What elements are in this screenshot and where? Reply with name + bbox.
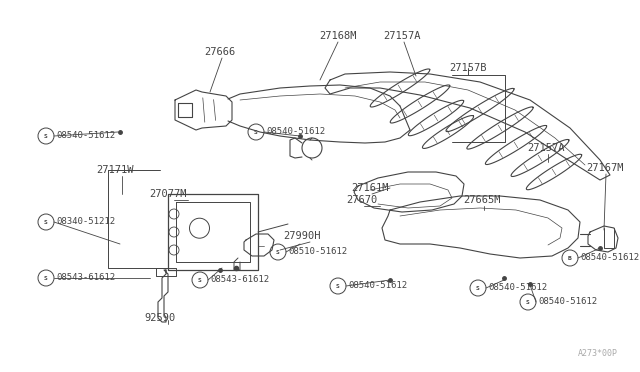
Text: S: S [44, 219, 48, 224]
Text: A273*00P: A273*00P [578, 349, 618, 358]
Text: S: S [44, 134, 48, 138]
Text: S: S [526, 299, 530, 305]
Text: 27157A: 27157A [527, 143, 564, 153]
Text: 08510-51612: 08510-51612 [288, 247, 347, 257]
Text: 27171W: 27171W [96, 165, 134, 175]
Text: S: S [476, 285, 480, 291]
Text: S: S [44, 276, 48, 280]
Text: 08540-51612: 08540-51612 [488, 283, 547, 292]
Text: 27666: 27666 [204, 47, 236, 57]
Text: 27161M: 27161M [351, 183, 388, 193]
Text: B: B [568, 256, 572, 260]
Text: 27665M: 27665M [463, 195, 500, 205]
Text: 08540-51612: 08540-51612 [538, 298, 597, 307]
Text: 27168M: 27168M [319, 31, 356, 41]
Text: 27990H: 27990H [284, 231, 321, 241]
Text: 08540-51612: 08540-51612 [580, 253, 639, 263]
Text: 08540-51612: 08540-51612 [266, 128, 325, 137]
Text: 08543-61612: 08543-61612 [210, 276, 269, 285]
Text: 08540-51612: 08540-51612 [56, 131, 115, 141]
Text: 27157A: 27157A [383, 31, 420, 41]
Text: 08340-51212: 08340-51212 [56, 218, 115, 227]
Text: 27670: 27670 [346, 195, 378, 205]
Text: 27157B: 27157B [449, 63, 487, 73]
Text: S: S [336, 283, 340, 289]
Text: 08543-61612: 08543-61612 [56, 273, 115, 282]
Text: S: S [254, 129, 258, 135]
Text: 92590: 92590 [145, 313, 175, 323]
Text: S: S [276, 250, 280, 254]
Text: 27077M: 27077M [149, 189, 187, 199]
Text: 27167M: 27167M [586, 163, 624, 173]
Text: S: S [198, 278, 202, 282]
Text: 08540-51612: 08540-51612 [348, 282, 407, 291]
